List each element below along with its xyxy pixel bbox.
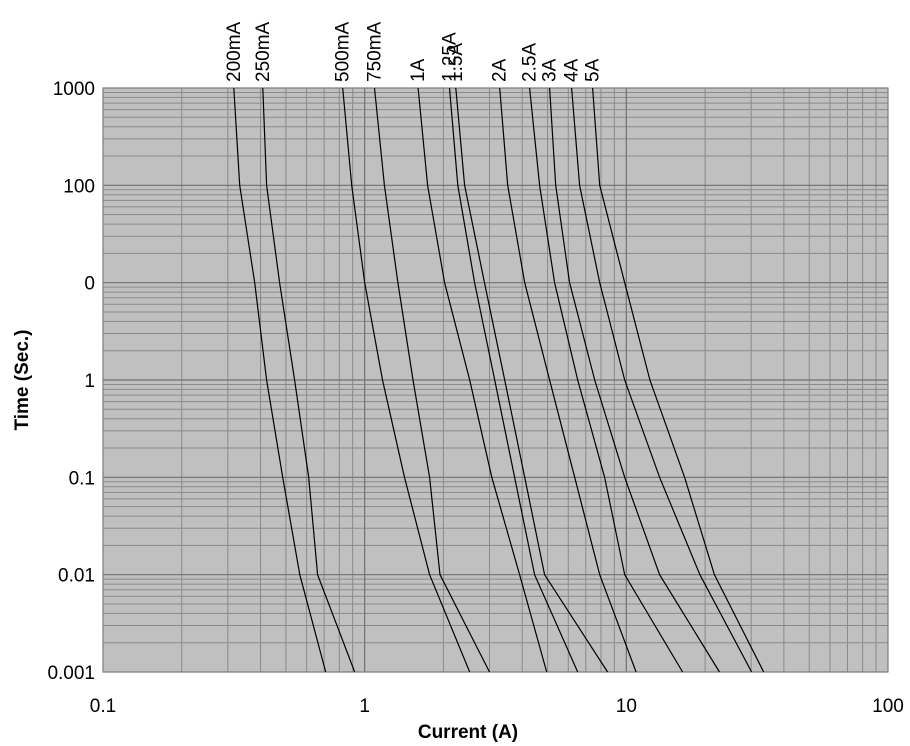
legend-label: 1.25A [440, 32, 461, 82]
legend-label: 2.5A [520, 43, 541, 82]
legend-label: 500mA [333, 21, 354, 82]
legend-label: 250mA [253, 21, 274, 82]
y-tick-label: 0.1 [69, 468, 95, 489]
x-axis-label: Current (A) [418, 722, 518, 743]
y-tick-label: 1 [84, 371, 95, 392]
curve [592, 87, 765, 673]
y-tick-label: 0 [84, 274, 95, 295]
y-tick-label: 100 [63, 176, 95, 197]
y-axis-label: Time (Sec.) [12, 329, 33, 430]
legend-label: 1A [408, 58, 429, 82]
plot-border [102, 87, 889, 673]
legend-label: 3A [540, 58, 561, 82]
legend-label: 2A [490, 58, 511, 82]
x-tick-label: 10 [616, 696, 637, 717]
curve [262, 87, 356, 673]
curve [499, 87, 637, 673]
x-tick-label: 100 [872, 696, 904, 717]
curve [571, 87, 753, 673]
legend-label: 5A [583, 58, 604, 82]
curve [455, 87, 609, 673]
curve [373, 87, 491, 673]
legend-label: 200mA [224, 21, 245, 82]
legend-label: 4A [562, 58, 583, 82]
x-tick-label: 1 [359, 696, 370, 717]
curve [549, 87, 721, 673]
legend-label: 1.5A [446, 43, 467, 82]
curve [233, 87, 327, 673]
curve [529, 87, 684, 673]
curve [342, 87, 471, 673]
curve [448, 87, 579, 673]
y-tick-label: 0.001 [47, 663, 95, 684]
y-tick-label: 0.01 [58, 566, 95, 587]
curve [417, 87, 548, 673]
legend-label: 750mA [364, 21, 385, 82]
y-tick-label: 1000 [53, 79, 95, 100]
x-tick-label: 0.1 [90, 696, 116, 717]
